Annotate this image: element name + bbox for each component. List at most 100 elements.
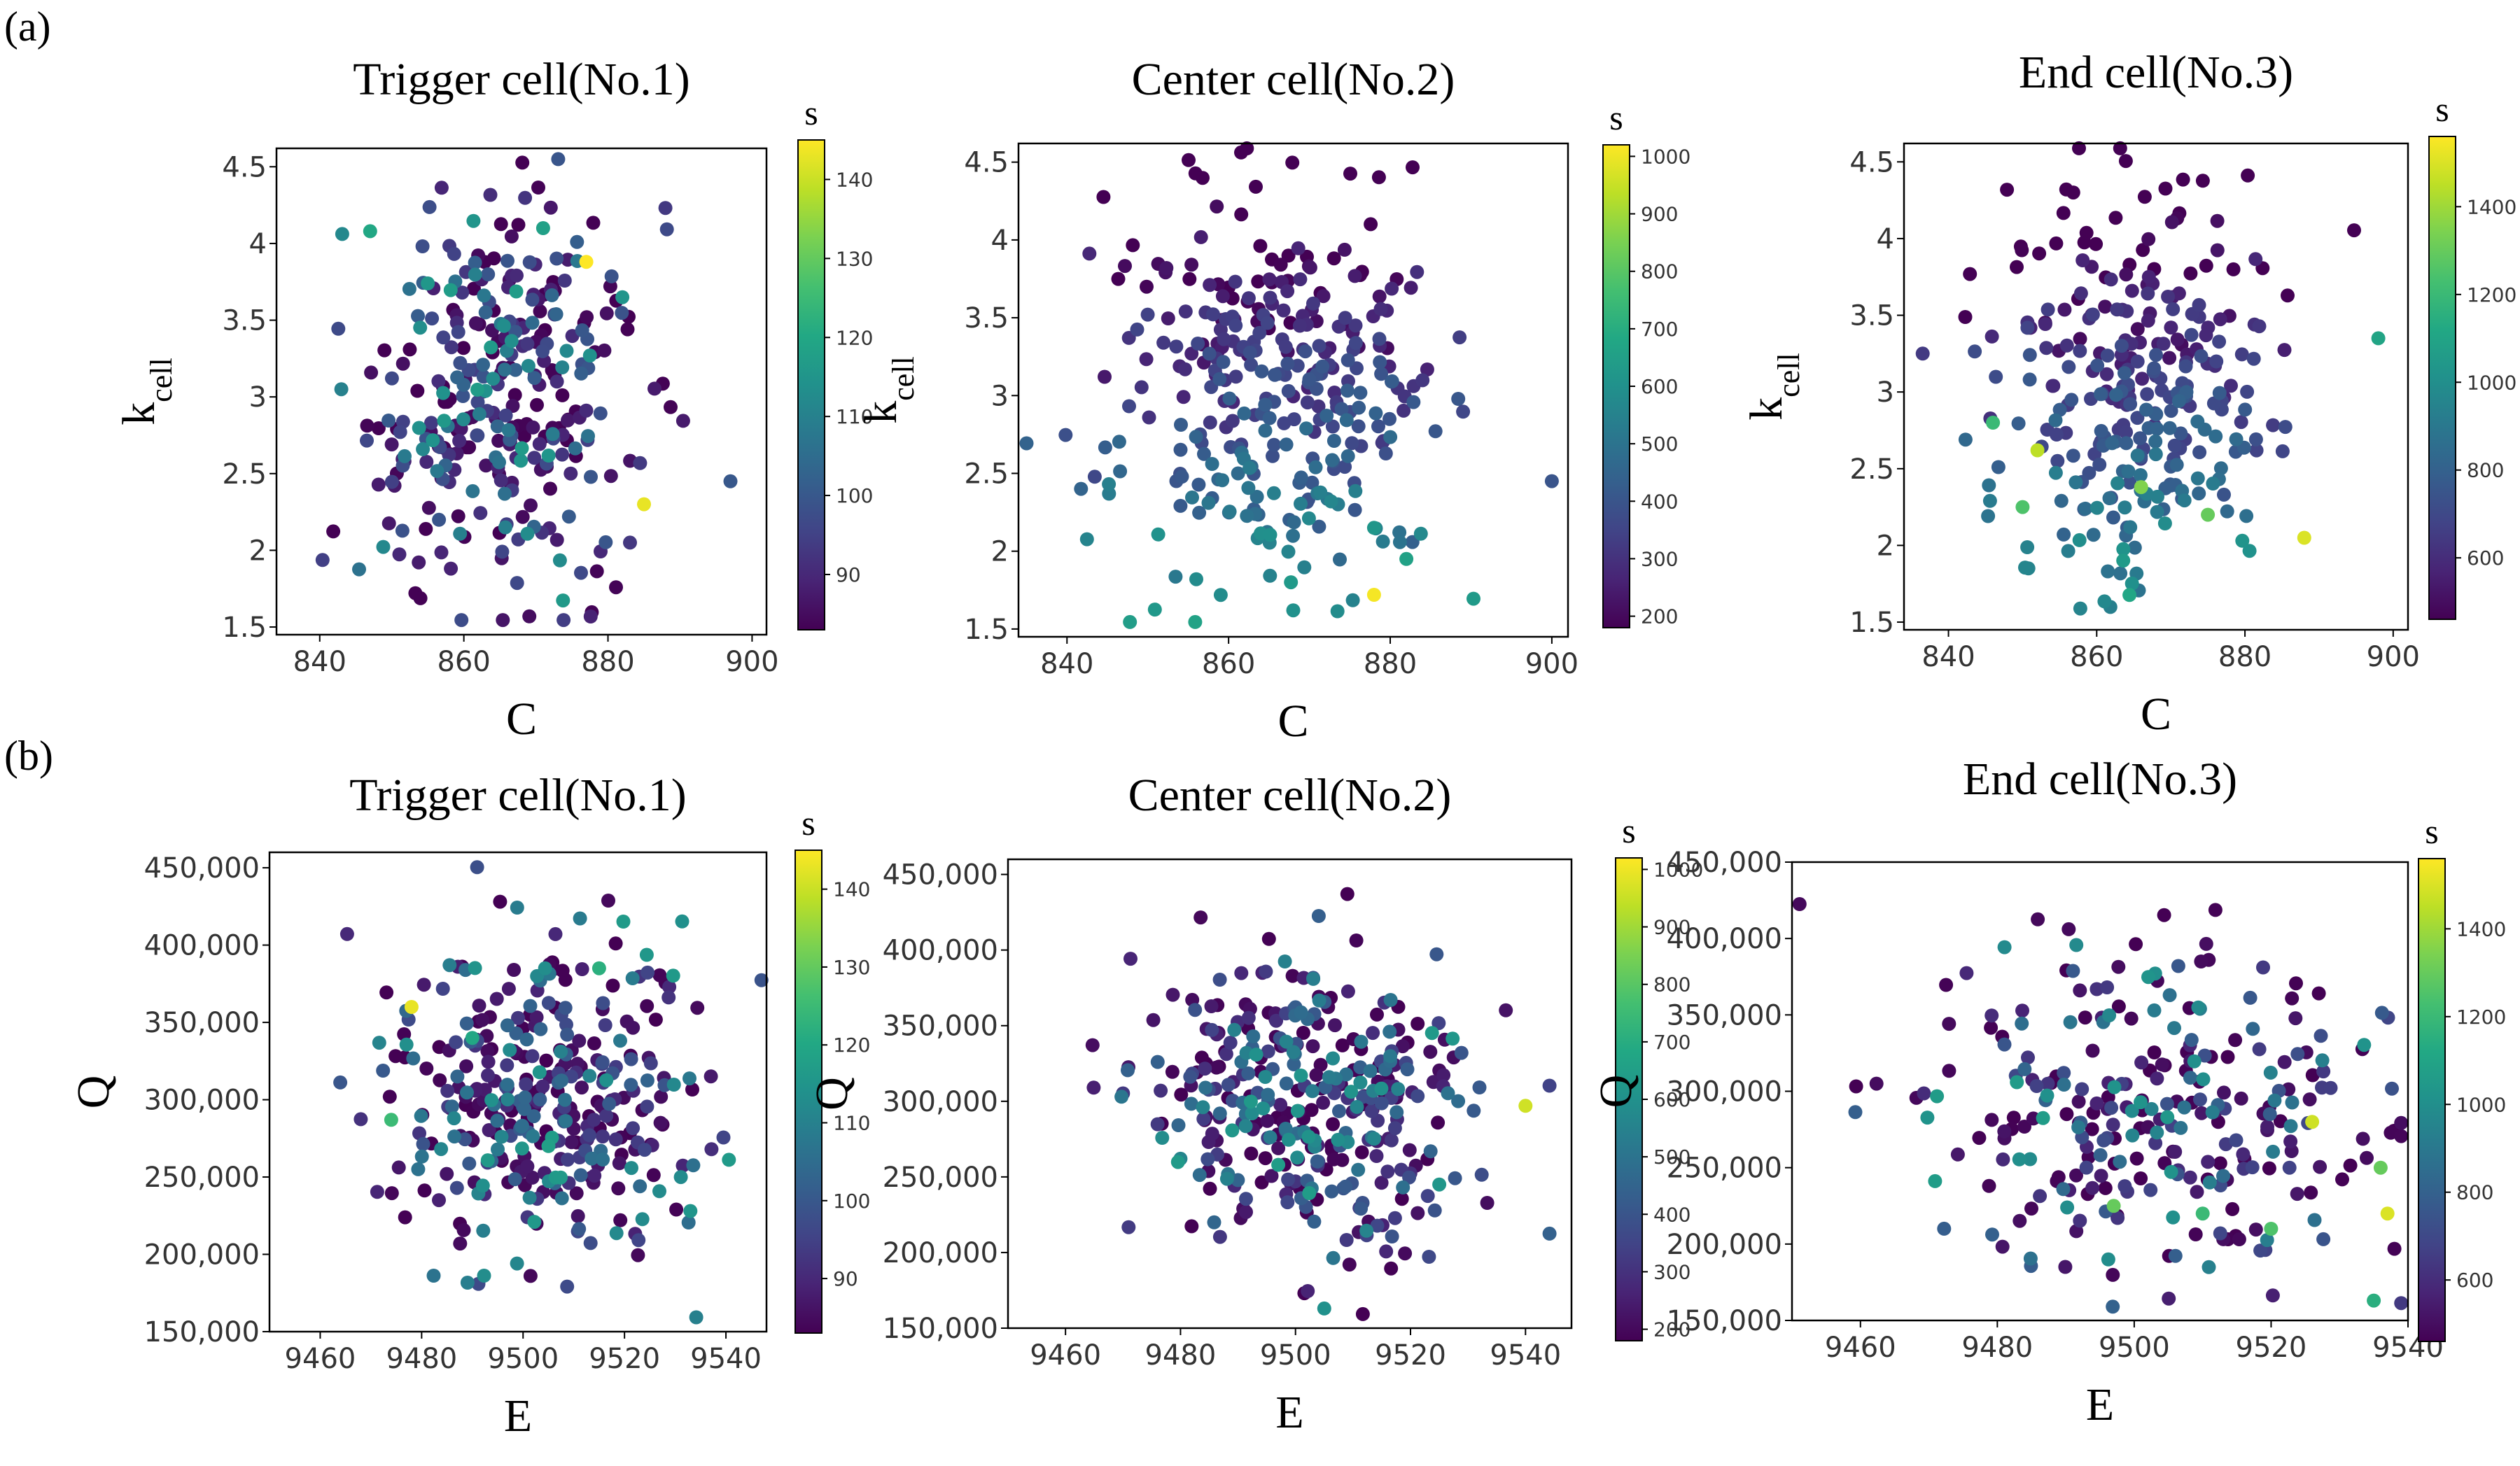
scatter-point [1207, 1215, 1222, 1229]
scatter-point [2134, 1055, 2149, 1070]
scatter-point [1432, 1016, 1446, 1031]
colorbar [795, 850, 822, 1333]
scatter-point [2101, 564, 2115, 579]
scatter-point [1792, 897, 1807, 911]
scatter-point [2134, 1095, 2148, 1110]
scatter-point [1178, 362, 1192, 376]
scatter-point [2111, 959, 2126, 974]
scatter-point [1203, 1181, 1217, 1196]
y-tick-label: 4 [1877, 223, 1894, 255]
scatter-point [1542, 1078, 1557, 1093]
scatter-point [483, 188, 498, 202]
scatter-point [491, 1142, 505, 1157]
scatter-point [522, 255, 537, 269]
scatter-point [481, 1068, 495, 1083]
scatter-point [2394, 1129, 2409, 1143]
scatter-point [2277, 1055, 2292, 1069]
scatter-point [2134, 1171, 2148, 1185]
scatter-point [579, 255, 594, 269]
scatter-point [2206, 396, 2221, 411]
scatter-point [2234, 1091, 2248, 1106]
scatter-point [2094, 423, 2108, 438]
scatter-point [1345, 593, 1360, 607]
scatter-point [2021, 1050, 2035, 1065]
scatter-point [675, 914, 690, 929]
scatter-point [1316, 1095, 1331, 1110]
scatter-point [666, 968, 680, 983]
y-axis-label-main: k [855, 401, 906, 424]
scatter-point [1182, 153, 1196, 167]
scatter-point [626, 1121, 640, 1136]
scatter-point [1984, 1020, 1998, 1035]
scatter-point [509, 284, 524, 299]
scatter-point [2228, 1033, 2243, 1048]
scatter-point [527, 1215, 542, 1229]
plot-frame [268, 851, 768, 1333]
scatter-point [1344, 1085, 1359, 1099]
scatter-point [1384, 1133, 1399, 1148]
scatter-point [1279, 1076, 1294, 1091]
scatter-point [1176, 390, 1191, 404]
scatter-point [593, 406, 608, 421]
scatter-point [484, 340, 498, 355]
colorbar-tick-label: 140 [833, 878, 870, 901]
scatter-point [1301, 1284, 1315, 1298]
colorbar-tick-label: 1000 [1653, 858, 1703, 881]
scatter-point [2209, 354, 2224, 369]
scatter-point [1446, 1031, 1460, 1046]
scatter-point [493, 894, 507, 909]
scatter-point [1410, 1017, 1425, 1031]
scatter-point [2192, 297, 2206, 312]
scatter-point [2136, 243, 2150, 258]
colorbar-tick-label: 400 [1653, 1203, 1690, 1226]
scatter-point [552, 553, 567, 568]
scatter-point [633, 456, 648, 470]
scatter-point [1122, 399, 1136, 414]
scatter-point [1253, 239, 1268, 253]
scatter-point [1191, 477, 1206, 492]
y-tick-label: 300,000 [883, 1086, 998, 1118]
scatter-point [1982, 493, 1997, 508]
scatter-point [559, 1114, 573, 1128]
scatter-point [2192, 445, 2207, 460]
chart-panel: Center cell(No.2) 840 860 880 900 1.5 2 2.5 3 3.5… [855, 54, 1690, 747]
scatter-point [414, 1149, 429, 1164]
scatter-point [598, 1018, 612, 1032]
scatter-point [476, 1223, 491, 1238]
scatter-point [673, 1170, 688, 1185]
scatter-point [480, 1153, 495, 1168]
scatter-point [599, 1073, 614, 1087]
scatter-point [1151, 527, 1166, 542]
scatter-point [1209, 1060, 1224, 1075]
scatter-point [412, 1126, 426, 1141]
scatter-point [2290, 1047, 2305, 1062]
scatter-point [2183, 1170, 2197, 1185]
scatter-point [434, 545, 449, 560]
scatter-point [1395, 1039, 1410, 1054]
scatter-point [631, 1248, 645, 1262]
scatter-point [1368, 406, 1383, 421]
scatter-point [2305, 1115, 2320, 1129]
scatter-point [1920, 1111, 1935, 1125]
scatter-point [452, 434, 467, 448]
scatter-point [1441, 1086, 1455, 1101]
scatter-point [477, 288, 491, 303]
scatter-point [2133, 431, 2148, 446]
scatter-point [2305, 1068, 2320, 1083]
scatter-point [1343, 167, 1357, 181]
scatter-point [1242, 460, 1257, 475]
scatter-point [459, 1059, 474, 1073]
y-axis-label: Q [806, 1077, 858, 1111]
scatter-point [1243, 1094, 1258, 1109]
scatter-point [2130, 354, 2145, 369]
scatter-point [2149, 348, 2163, 362]
scatter-point [411, 1162, 426, 1176]
scatter-point [2118, 500, 2132, 515]
scatter-point [379, 985, 394, 1000]
scatter-point [2054, 493, 2068, 508]
scatter-point [1294, 496, 1308, 511]
scatter-point [2157, 908, 2171, 922]
y-tick-label: 150,000 [883, 1313, 998, 1345]
scatter-point [2288, 1011, 2303, 1026]
scatter-point [384, 371, 399, 386]
